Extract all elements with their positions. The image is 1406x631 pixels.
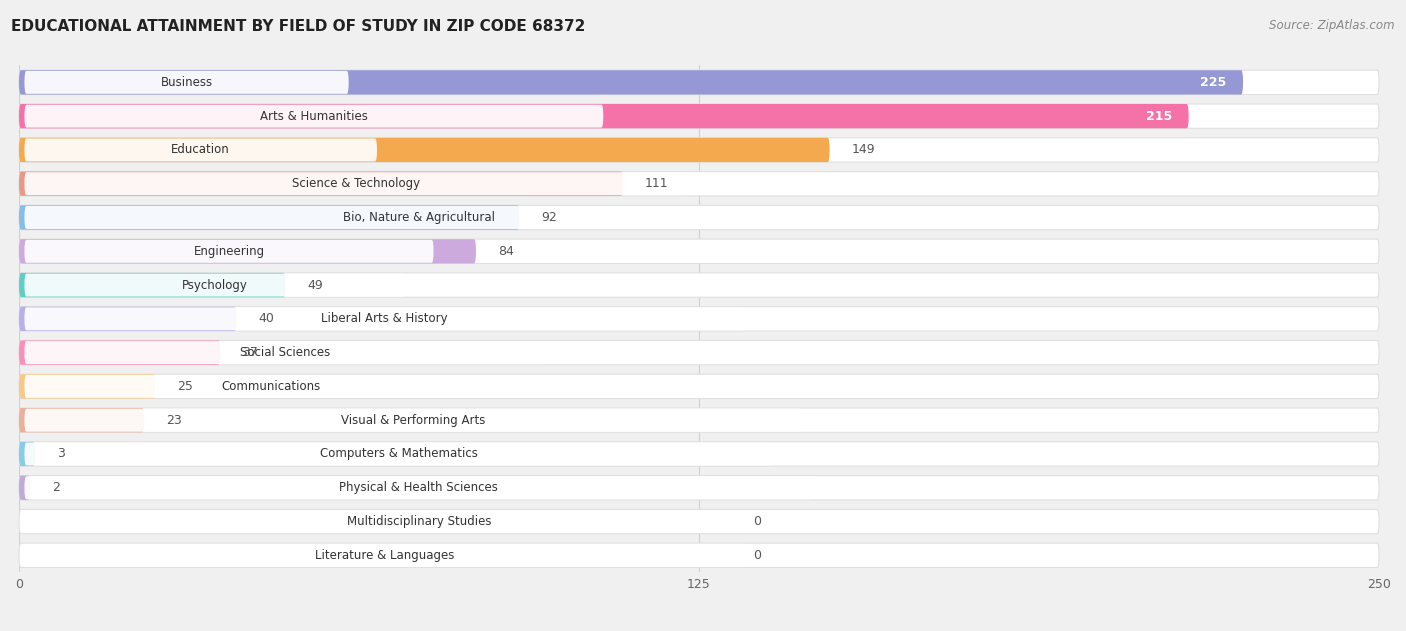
FancyBboxPatch shape [20,104,1379,128]
Text: Science & Technology: Science & Technology [292,177,420,190]
Text: 3: 3 [58,447,65,461]
FancyBboxPatch shape [20,239,1379,263]
Text: 49: 49 [308,278,323,292]
FancyBboxPatch shape [20,476,30,500]
Text: 84: 84 [498,245,513,258]
FancyBboxPatch shape [20,374,155,399]
Text: Literature & Languages: Literature & Languages [315,549,454,562]
FancyBboxPatch shape [20,138,1379,162]
Text: Visual & Performing Arts: Visual & Performing Arts [340,414,485,427]
FancyBboxPatch shape [24,206,813,229]
Text: Education: Education [172,143,231,156]
Text: EDUCATIONAL ATTAINMENT BY FIELD OF STUDY IN ZIP CODE 68372: EDUCATIONAL ATTAINMENT BY FIELD OF STUDY… [11,19,586,34]
Text: Psychology: Psychology [181,278,247,292]
FancyBboxPatch shape [20,70,1243,95]
FancyBboxPatch shape [20,273,285,297]
FancyBboxPatch shape [20,341,1379,365]
FancyBboxPatch shape [24,138,377,162]
FancyBboxPatch shape [24,105,603,127]
Text: 92: 92 [541,211,557,224]
FancyBboxPatch shape [20,104,1188,128]
FancyBboxPatch shape [20,205,519,230]
Text: Communications: Communications [222,380,321,393]
Text: Physical & Health Sciences: Physical & Health Sciences [339,481,498,494]
Text: Multidisciplinary Studies: Multidisciplinary Studies [347,515,491,528]
FancyBboxPatch shape [20,172,1379,196]
FancyBboxPatch shape [20,543,1379,567]
Text: Liberal Arts & History: Liberal Arts & History [322,312,449,326]
Text: Engineering: Engineering [194,245,264,258]
Text: 25: 25 [177,380,193,393]
FancyBboxPatch shape [20,442,1379,466]
Text: 0: 0 [754,515,762,528]
FancyBboxPatch shape [24,341,547,364]
FancyBboxPatch shape [24,375,519,398]
Text: 111: 111 [644,177,668,190]
Text: 40: 40 [259,312,274,326]
FancyBboxPatch shape [24,274,405,297]
FancyBboxPatch shape [24,71,349,94]
FancyBboxPatch shape [20,442,35,466]
Text: 0: 0 [754,549,762,562]
Text: Computers & Mathematics: Computers & Mathematics [319,447,478,461]
Text: 37: 37 [242,346,257,359]
Text: Social Sciences: Social Sciences [240,346,330,359]
FancyBboxPatch shape [20,307,1379,331]
FancyBboxPatch shape [24,442,773,466]
Text: 225: 225 [1201,76,1227,89]
Text: Bio, Nature & Agricultural: Bio, Nature & Agricultural [343,211,495,224]
FancyBboxPatch shape [20,476,1379,500]
FancyBboxPatch shape [20,408,145,432]
FancyBboxPatch shape [20,509,1379,534]
FancyBboxPatch shape [20,70,1379,95]
FancyBboxPatch shape [20,239,477,263]
FancyBboxPatch shape [24,409,801,432]
Text: Arts & Humanities: Arts & Humanities [260,110,368,122]
FancyBboxPatch shape [24,172,688,195]
FancyBboxPatch shape [20,172,623,196]
FancyBboxPatch shape [24,240,433,262]
FancyBboxPatch shape [24,476,813,499]
FancyBboxPatch shape [24,544,745,567]
FancyBboxPatch shape [24,307,745,330]
FancyBboxPatch shape [24,510,813,533]
Text: Business: Business [160,76,212,89]
Text: 2: 2 [52,481,59,494]
Text: 23: 23 [166,414,181,427]
FancyBboxPatch shape [20,205,1379,230]
Text: 149: 149 [852,143,875,156]
Text: Source: ZipAtlas.com: Source: ZipAtlas.com [1270,19,1395,32]
FancyBboxPatch shape [20,307,236,331]
FancyBboxPatch shape [20,374,1379,399]
FancyBboxPatch shape [20,138,830,162]
FancyBboxPatch shape [20,341,221,365]
FancyBboxPatch shape [20,273,1379,297]
Text: 215: 215 [1146,110,1173,122]
FancyBboxPatch shape [20,408,1379,432]
